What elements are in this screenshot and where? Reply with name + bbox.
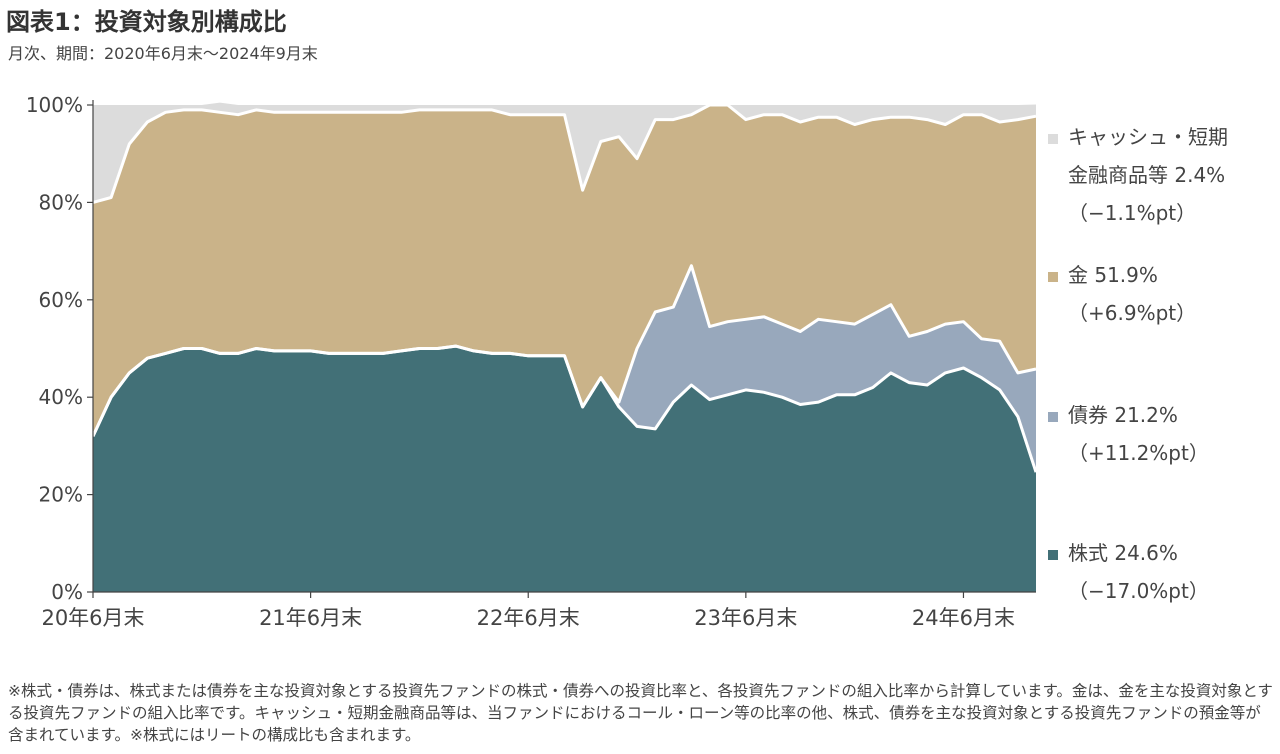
x-tick-label: 20年6月末: [41, 606, 144, 630]
legend-detail: 金融商品等 2.4%: [1068, 163, 1226, 187]
chart-title: 図表1：投資対象別構成比: [6, 8, 287, 36]
area-キャッシュ・短期金融商品等: [93, 102, 1036, 203]
legend-label: キャッシュ・短期: [1068, 125, 1228, 149]
y-tick-label: 60%: [39, 288, 83, 312]
x-tick-label: 23年6月末: [694, 606, 797, 630]
y-tick-label: 100%: [26, 93, 83, 117]
area-株式: [93, 346, 1036, 592]
legend-swatch: [1048, 411, 1058, 422]
legend-label: 金 51.9%: [1068, 263, 1158, 287]
area-債券: [93, 265, 1036, 473]
legend-swatch: [1048, 271, 1058, 282]
legend-swatch: [1048, 549, 1058, 560]
legend-item: 金 51.9% （+6.9%pt）: [1048, 256, 1196, 332]
legend-item: 株式 24.6% （−17.0%pt）: [1048, 534, 1209, 610]
y-tick-label: 20%: [39, 483, 83, 507]
legend-label: 債券 21.2%: [1068, 403, 1178, 427]
x-tick-label: 22年6月末: [477, 606, 580, 630]
area-金: [93, 105, 1036, 437]
legend-detail: （+11.2%pt）: [1068, 441, 1209, 465]
stacked-area-chart: 0% 20% 40% 60% 80% 100% 20年6月末 21年6月末 22年6月末 23年6…: [26, 93, 1038, 630]
y-tick-label: 0%: [51, 580, 83, 604]
y-tick-label: 80%: [39, 190, 83, 214]
legend-item: 債券 21.2% （+11.2%pt）: [1048, 396, 1209, 472]
legend-item: キャッシュ・短期 金融商品等 2.4% （−1.1%pt）: [1048, 118, 1228, 232]
legend-detail: （+6.9%pt）: [1068, 301, 1197, 325]
x-tick-label: 24年6月末: [912, 606, 1015, 630]
boundary-line-債券: [91, 264, 1037, 437]
legend-detail: （−1.1%pt）: [1068, 201, 1197, 225]
footnote: ※株式・債券は、株式または債券を主な投資対象とする投資先ファンドの株式・債券への…: [8, 682, 1273, 744]
y-tick-label: 40%: [39, 385, 83, 409]
chart-subtitle: 月次、期間：2020年6月末～2024年9月末: [8, 44, 318, 63]
x-tick-label: 21年6月末: [259, 606, 362, 630]
boundary-line-金: [92, 103, 1037, 204]
legend-detail: （−17.0%pt）: [1068, 579, 1209, 603]
legend-swatch: [1048, 133, 1058, 144]
legend-label: 株式 24.6%: [1068, 541, 1178, 565]
